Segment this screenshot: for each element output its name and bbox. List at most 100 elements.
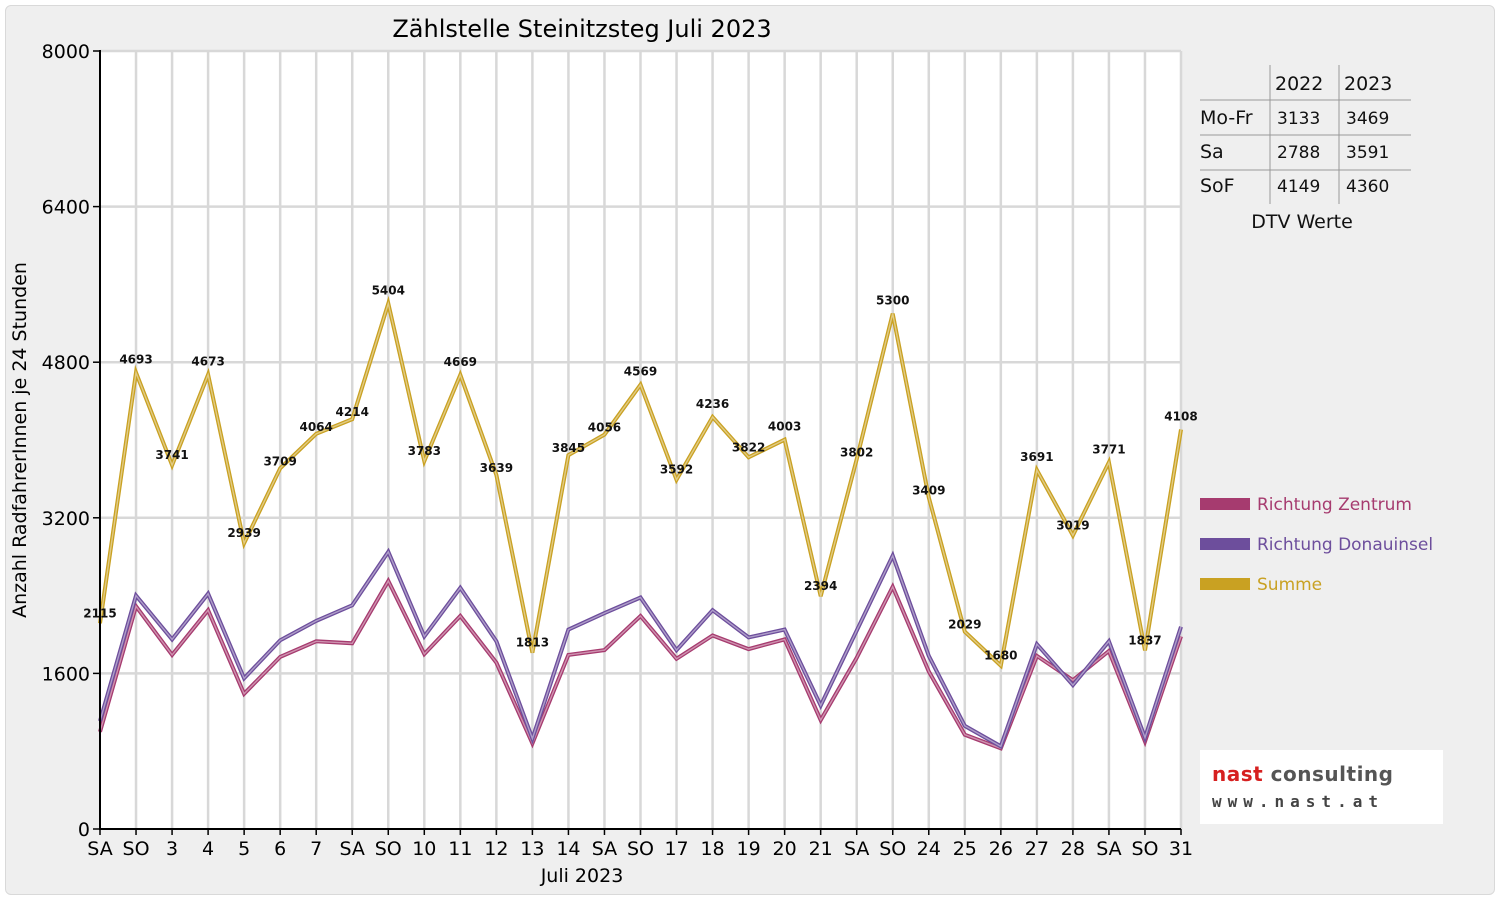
data-label: 3639: [480, 461, 513, 475]
legend-label: Summe: [1257, 575, 1322, 595]
table-cell: 3591: [1346, 143, 1389, 163]
data-label: 3845: [552, 441, 585, 455]
y-tick-label: 1600: [42, 663, 90, 685]
table-cell: Sa: [1200, 141, 1224, 163]
data-label: 4673: [191, 355, 224, 369]
table-cell: 2788: [1277, 143, 1320, 163]
table-header: 2022: [1275, 73, 1323, 95]
legend: Richtung Zentrum Richtung Donauinsel Summe: [1200, 495, 1433, 595]
chart-title: Zählstelle Steinitzsteg Juli 2023: [392, 15, 771, 43]
data-label: 3691: [1020, 450, 1053, 464]
table-caption: DTV Werte: [1251, 211, 1353, 233]
data-label: 5300: [876, 294, 909, 308]
x-tick-label: SO: [1131, 838, 1158, 860]
x-tick-label: 28: [1061, 838, 1085, 860]
x-tick-label: 11: [448, 838, 472, 860]
x-tick-label: 21: [809, 838, 833, 860]
x-tick-label: SO: [375, 838, 402, 860]
series-line: [99, 300, 1182, 667]
x-tick-label: 3: [166, 838, 178, 860]
data-label: 3822: [732, 440, 765, 454]
data-label: 4064: [299, 420, 332, 434]
series-lines: [98, 295, 1183, 751]
series-line: [99, 550, 1182, 748]
y-tick-label: 4800: [42, 352, 90, 374]
dtv-table: 2022 2023 Mo-Fr 3133 3469 Sa 2788 3591 SoF 4149 43…: [1200, 65, 1411, 233]
x-tick-label: SO: [627, 838, 654, 860]
logo-wordmark: nast consulting: [1212, 762, 1394, 786]
data-label: 4003: [768, 420, 801, 434]
x-tick-label: 27: [1025, 838, 1049, 860]
data-label: 4056: [588, 421, 621, 435]
x-tick-label: 7: [310, 838, 322, 860]
data-label: 3802: [840, 445, 873, 459]
legend-label: Richtung Zentrum: [1257, 495, 1412, 515]
data-label: 4669: [444, 355, 477, 369]
table-cell: 4360: [1346, 177, 1389, 197]
data-label: 3709: [263, 454, 296, 468]
data-label: 2939: [227, 526, 260, 540]
data-label: 4214: [336, 405, 369, 419]
data-label: 3409: [912, 483, 945, 497]
x-tick-label: SO: [879, 838, 906, 860]
logo-url: www.nast.at: [1212, 792, 1384, 811]
y-tick-label: 0: [78, 819, 90, 841]
company-logo: nast consulting www.nast.at: [1200, 750, 1443, 824]
x-tick-label: 4: [202, 838, 214, 860]
data-label: 5404: [372, 283, 405, 297]
legend-swatch: [1200, 498, 1250, 510]
table-cell: 4149: [1277, 177, 1320, 197]
x-tick-label: SA: [87, 838, 112, 860]
data-label: 4569: [624, 365, 657, 379]
x-tick-label: 6: [274, 838, 286, 860]
x-tick-label: 25: [953, 838, 977, 860]
data-label: 4236: [696, 397, 729, 411]
table-cell: Mo-Fr: [1200, 107, 1253, 129]
data-label: 2394: [804, 579, 837, 593]
data-label: 3771: [1092, 442, 1125, 456]
x-tick-label: 20: [773, 838, 797, 860]
x-tick-label: SA: [844, 838, 869, 860]
y-axis-title: Anzahl RadfahrerInnen je 24 Stunden: [9, 262, 31, 618]
data-label: 3783: [408, 444, 441, 458]
x-tick-label: 13: [520, 838, 544, 860]
x-tick-label: 10: [412, 838, 436, 860]
x-tick-label: 12: [484, 838, 508, 860]
x-tick-label: SA: [592, 838, 617, 860]
data-label: 1837: [1128, 633, 1161, 647]
x-tick-label: SA: [340, 838, 365, 860]
data-label: 3019: [1056, 518, 1089, 532]
y-tick-label: 6400: [42, 197, 90, 219]
x-axis-title: Juli 2023: [540, 865, 624, 887]
table-cell: 3469: [1346, 109, 1389, 129]
gridlines: [100, 49, 1183, 829]
x-tick-label: SO: [123, 838, 150, 860]
table-header: 2023: [1344, 73, 1392, 95]
x-tick-label: 17: [664, 838, 688, 860]
y-tick-label: 8000: [42, 41, 90, 63]
table-cell: 3133: [1277, 109, 1320, 129]
x-tick-label: 18: [700, 838, 724, 860]
data-label: 3592: [660, 463, 693, 477]
data-label: 1680: [984, 649, 1017, 663]
x-tick-label: 19: [737, 838, 761, 860]
x-tick-label: 24: [917, 838, 941, 860]
data-label: 2029: [948, 618, 981, 632]
x-tick-label: 26: [989, 838, 1013, 860]
data-label: 3741: [155, 448, 188, 462]
legend-label: Richtung Donauinsel: [1257, 535, 1433, 555]
y-tick-label: 3200: [42, 508, 90, 530]
data-label: 4693: [119, 353, 152, 367]
data-label: 4108: [1164, 409, 1197, 423]
data-labels: 2115469337414673293937094064421454043783…: [83, 283, 1197, 662]
table-cell: SoF: [1200, 175, 1235, 197]
data-label: 1813: [516, 636, 549, 650]
x-tick-label: 14: [556, 838, 580, 860]
x-tick-label: 31: [1169, 838, 1193, 860]
legend-swatch: [1200, 578, 1250, 590]
x-tick-label: SA: [1096, 838, 1121, 860]
axes: 0 1600 3200 4800 6400 8000 SA SO 3 4 5 6 7 SA SO 10 11 12…: [42, 41, 1193, 860]
x-tick-label: 5: [238, 838, 250, 860]
legend-swatch: [1200, 538, 1250, 550]
